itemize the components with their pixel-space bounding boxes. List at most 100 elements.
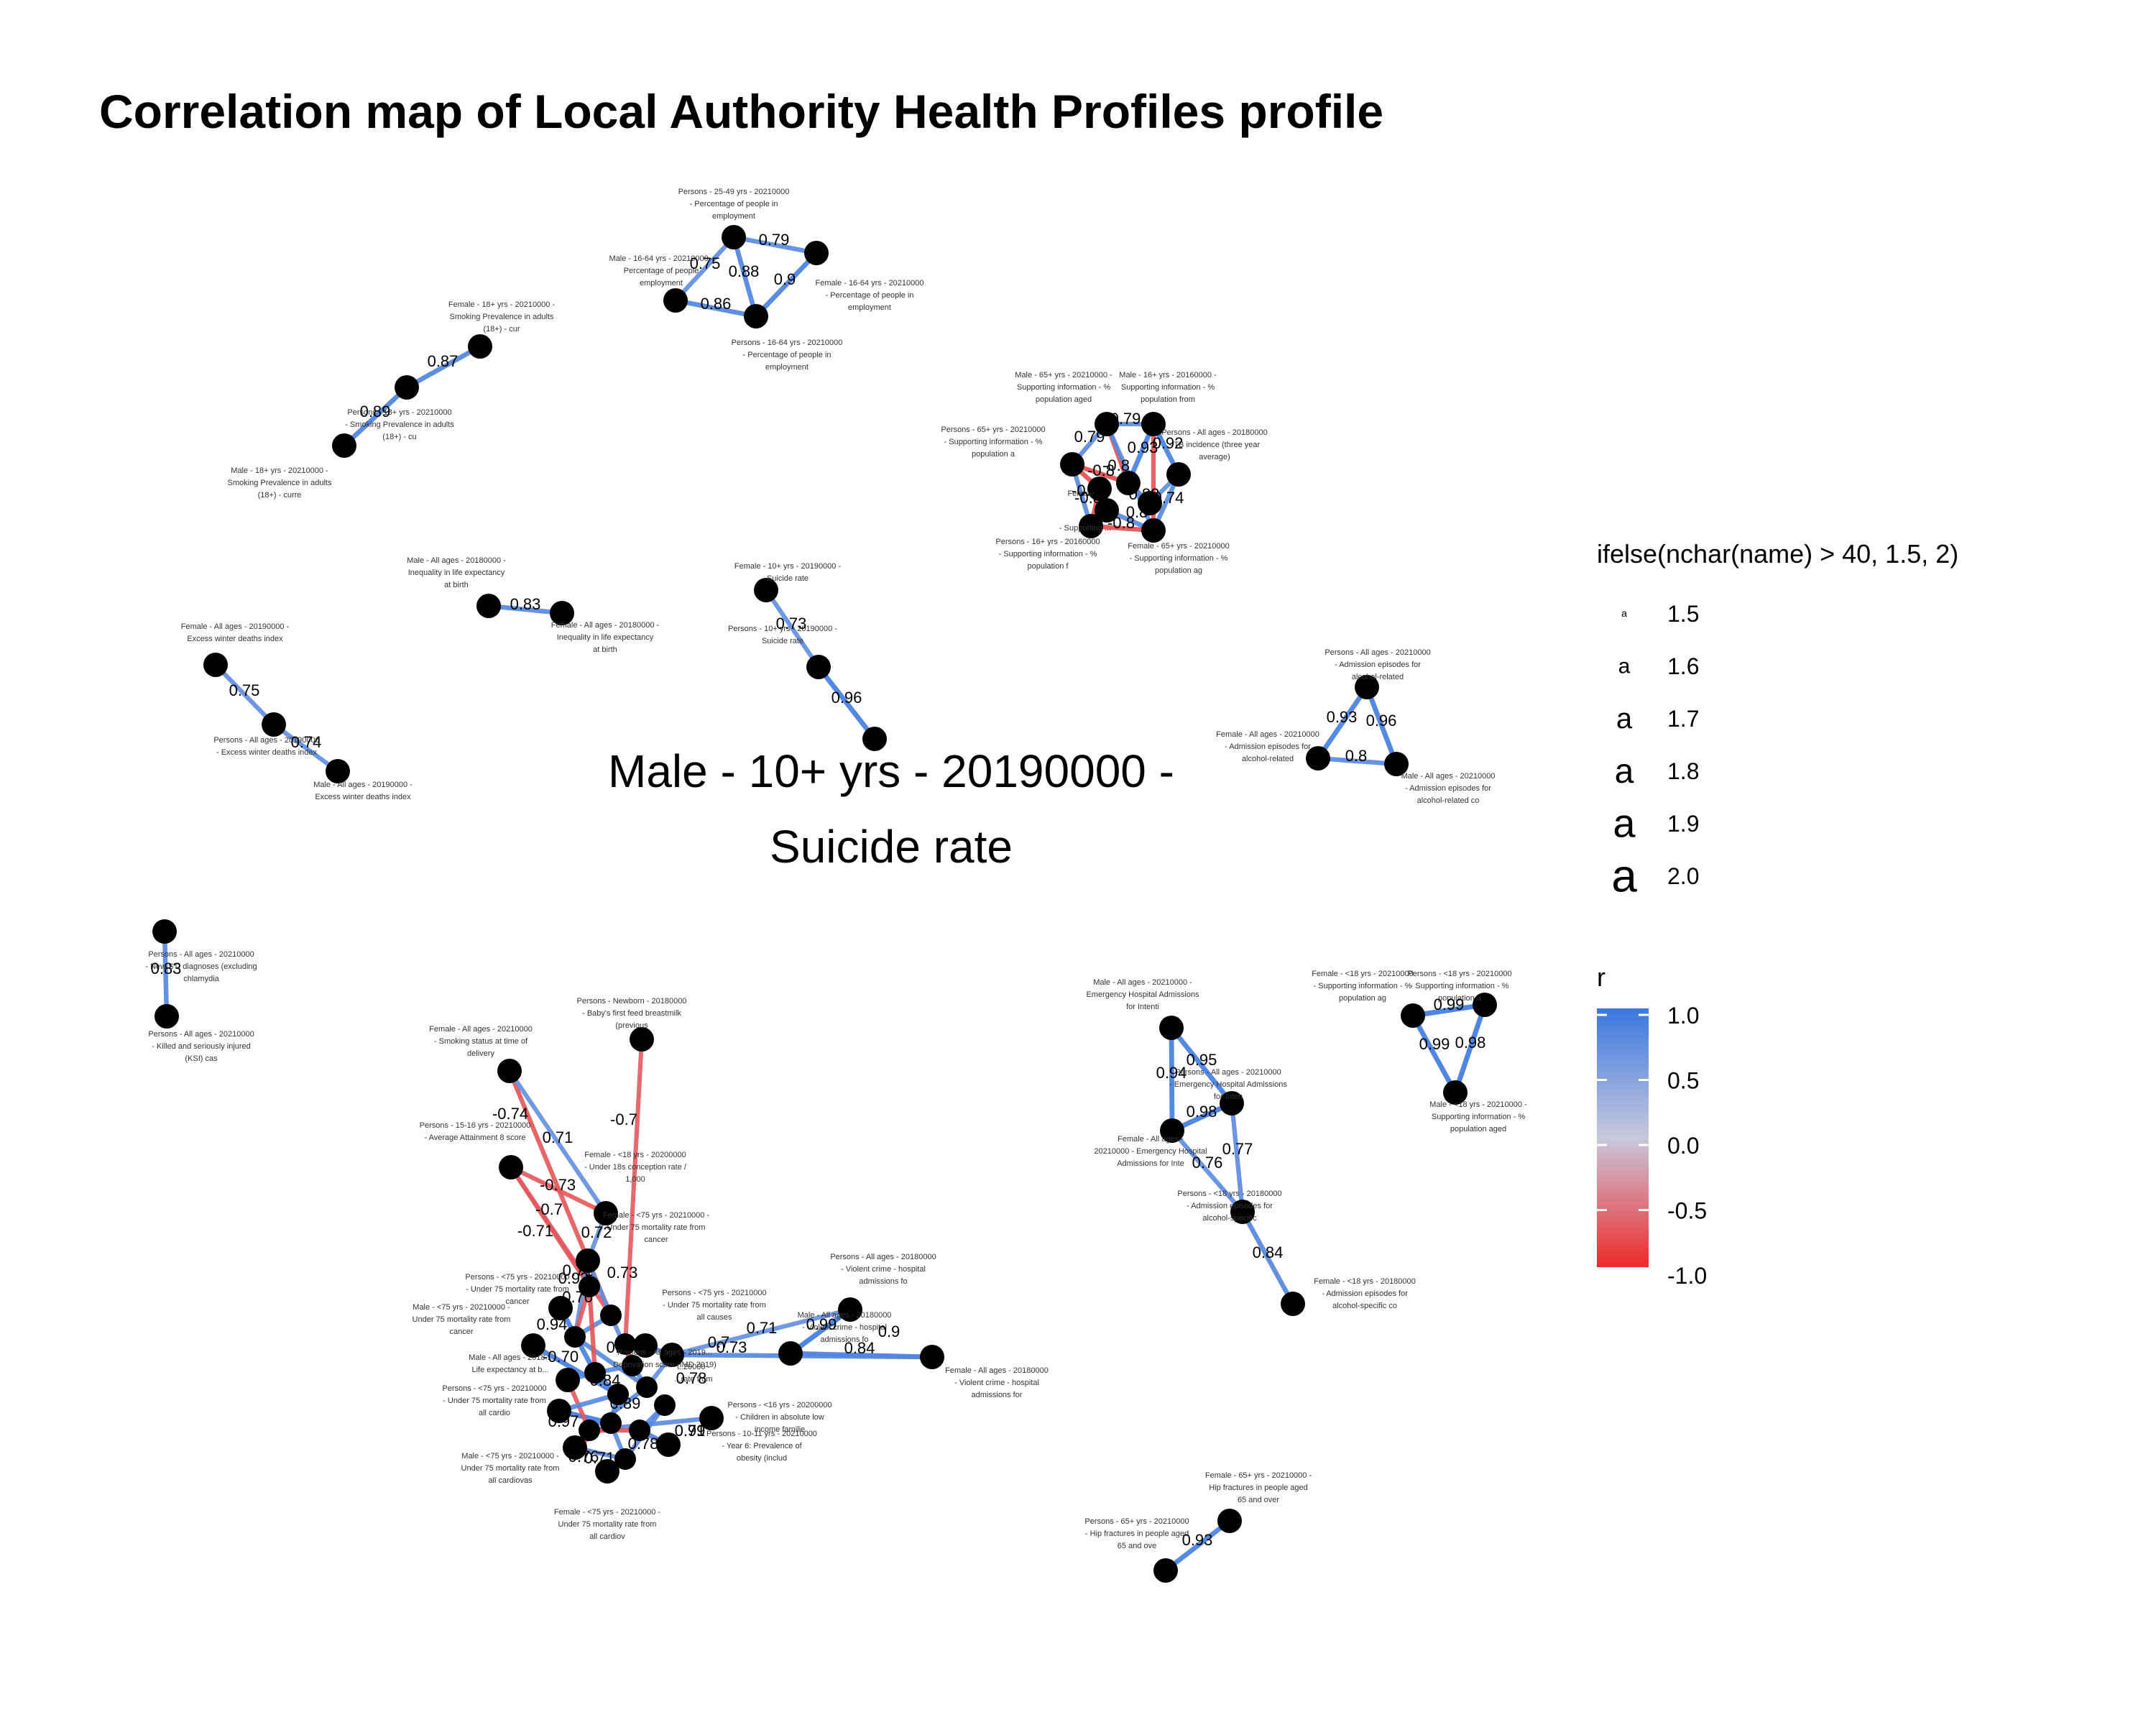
variable-node[interactable] [468, 334, 492, 359]
correlation-edge [213, 663, 276, 727]
variable-node[interactable] [804, 241, 829, 265]
variable-node[interactable] [1281, 1292, 1305, 1316]
variable-node[interactable] [1141, 518, 1166, 543]
variable-node[interactable] [660, 1343, 684, 1367]
variable-node[interactable] [395, 375, 419, 400]
edge-correlation-label: 0.98 [1455, 1034, 1486, 1052]
node-label-line: 65 and ove [1118, 1542, 1156, 1550]
legend: ifelse(nchar(name) > 40, 1.5, 2) a 1.5 a 1.… [1597, 539, 1958, 1289]
variable-node[interactable] [744, 304, 768, 328]
variable-node[interactable] [1443, 1080, 1468, 1105]
variable-node[interactable] [1153, 1558, 1178, 1583]
variable-node[interactable] [1220, 1091, 1244, 1116]
node-label-line: Under 75 mortality rate from [413, 1315, 511, 1324]
variable-node[interactable] [600, 1305, 622, 1326]
variable-node[interactable] [654, 1394, 676, 1416]
node-label: Male - All ages - 2018... Life expectancy… [469, 1353, 552, 1374]
variable-node[interactable] [1060, 452, 1084, 477]
variable-node[interactable] [1306, 746, 1330, 770]
edge-correlation-label: 0.73 [776, 615, 807, 632]
node-label-line: alcohol-related [1242, 755, 1294, 763]
variable-node[interactable] [579, 1420, 600, 1441]
variable-node[interactable] [629, 1420, 650, 1441]
node-label: Persons - All ages - 20210000 - Killed an… [148, 1030, 254, 1063]
variable-node[interactable] [622, 1355, 643, 1376]
variable-node[interactable] [155, 1004, 179, 1029]
variable-node[interactable] [550, 601, 574, 625]
variable-node[interactable] [920, 1345, 944, 1369]
variable-node[interactable] [548, 1296, 573, 1320]
variable-node[interactable] [262, 712, 286, 737]
variable-node[interactable] [1166, 462, 1191, 487]
node-label-line: Persons - 16+ yrs - 20160000 [995, 538, 1100, 546]
variable-node[interactable] [754, 578, 778, 602]
node-label-line: Male - <75 yrs - 20210000 - [413, 1303, 510, 1312]
variable-node[interactable] [806, 655, 831, 679]
edge-correlation-label: 0.71 [584, 1449, 615, 1467]
variable-node[interactable] [521, 1333, 545, 1358]
node-label-line: employment [765, 363, 808, 372]
variable-node[interactable] [576, 1248, 600, 1273]
variable-node[interactable] [633, 1333, 658, 1358]
node-label: Persons - All ages - 20180000 - Violent c… [830, 1253, 936, 1286]
variable-node[interactable] [656, 1432, 681, 1457]
variable-node[interactable] [1116, 471, 1141, 495]
variable-node[interactable] [1384, 752, 1409, 776]
variable-node[interactable] [636, 1376, 658, 1398]
variable-node[interactable] [862, 727, 887, 751]
variable-node[interactable] [1095, 498, 1119, 523]
variable-node[interactable] [1138, 491, 1162, 515]
node-label: Male - All ages - 20190000 - Excess winte… [313, 781, 413, 801]
variable-node[interactable] [595, 1459, 619, 1484]
variable-node[interactable] [547, 1399, 571, 1423]
variable-node[interactable] [203, 653, 228, 677]
edge-correlation-label: 0.93 [1327, 708, 1358, 726]
variable-node[interactable] [699, 1406, 724, 1430]
node-label-line: income familie [755, 1425, 805, 1434]
node-label: Female - All ages - 20180000 - Inequality… [551, 621, 660, 654]
variable-node[interactable] [1401, 1003, 1425, 1028]
variable-node[interactable] [1141, 412, 1166, 436]
edge-correlation-label: 0.83 [510, 595, 541, 613]
variable-node[interactable] [556, 1368, 580, 1392]
variable-node[interactable] [1095, 412, 1119, 436]
variable-node[interactable] [1087, 477, 1112, 501]
variable-node[interactable] [778, 1341, 803, 1366]
variable-node[interactable] [332, 433, 356, 458]
variable-node[interactable] [614, 1448, 636, 1470]
variable-node[interactable] [497, 1059, 522, 1083]
edge-correlation-label: 0.84 [844, 1339, 875, 1357]
variable-node[interactable] [584, 1362, 606, 1384]
variable-node[interactable] [594, 1201, 618, 1225]
node-label: Persons - 10-11 yrs - 20210000 - Year 6: … [706, 1430, 817, 1463]
variable-node[interactable] [152, 919, 177, 944]
variable-node[interactable] [1079, 514, 1103, 538]
correlation-edge [488, 603, 563, 616]
variable-node[interactable] [838, 1297, 862, 1322]
variable-node[interactable] [614, 1333, 636, 1355]
variable-node[interactable] [563, 1435, 587, 1460]
variable-node[interactable] [1473, 993, 1497, 1017]
variable-node[interactable] [722, 225, 746, 249]
variable-node[interactable] [630, 1027, 654, 1052]
variable-node[interactable] [579, 1276, 600, 1297]
variable-node[interactable] [564, 1326, 586, 1348]
node-label-line: all cardiovas [488, 1476, 533, 1485]
variable-node[interactable] [607, 1384, 629, 1405]
variable-node[interactable] [1159, 1016, 1184, 1040]
variable-node[interactable] [499, 1155, 523, 1179]
node-label-line: Female - 16-64 yrs - 20210000 [815, 279, 923, 288]
variable-node[interactable] [1355, 675, 1379, 699]
variable-node[interactable] [326, 759, 350, 783]
edge-correlation-label: 0.84 [1253, 1243, 1284, 1261]
node-label: ...20000 - ...rate from [674, 1363, 712, 1384]
variable-node[interactable] [476, 594, 501, 618]
variable-node[interactable] [663, 288, 688, 313]
correlation-edge [507, 1070, 608, 1215]
edge-correlation-label: 0.84 [590, 1371, 621, 1389]
variable-node[interactable] [1160, 1118, 1184, 1143]
variable-node[interactable] [1217, 1509, 1242, 1533]
variable-node[interactable] [600, 1412, 622, 1434]
node-label: Persons - <18 yrs - 20180000 - Admission … [1177, 1190, 1281, 1223]
variable-node[interactable] [1230, 1200, 1255, 1224]
